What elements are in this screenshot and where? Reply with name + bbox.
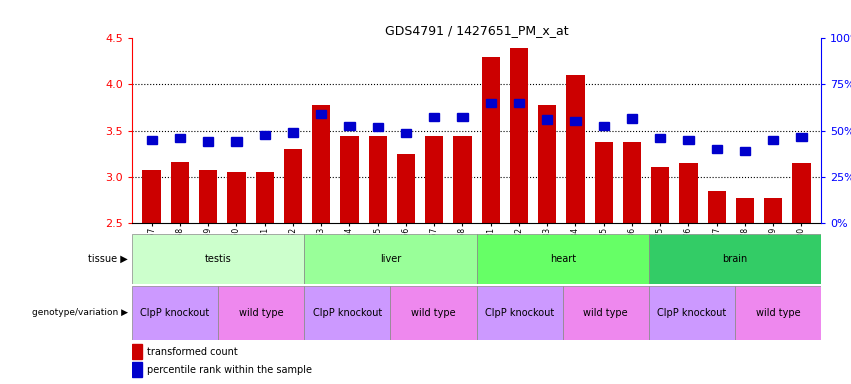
Bar	[477, 286, 563, 340]
Bar	[457, 113, 467, 121]
Bar	[764, 198, 782, 223]
Bar	[563, 286, 649, 340]
Bar	[425, 136, 443, 223]
Text: testis: testis	[205, 254, 231, 264]
Bar	[648, 286, 735, 340]
Bar	[132, 344, 142, 359]
Bar	[401, 129, 411, 137]
Bar	[482, 57, 500, 223]
Bar	[651, 167, 670, 223]
Bar	[683, 136, 694, 144]
Bar	[255, 172, 274, 223]
Bar	[132, 362, 142, 377]
Bar	[218, 286, 304, 340]
Text: ClpP knockout: ClpP knockout	[485, 308, 554, 318]
Text: ClpP knockout: ClpP knockout	[140, 308, 209, 318]
Bar	[146, 136, 157, 144]
Bar	[340, 136, 358, 223]
Bar	[740, 147, 750, 155]
Text: percentile rank within the sample: percentile rank within the sample	[147, 365, 312, 375]
Bar	[570, 117, 580, 126]
Bar	[304, 234, 477, 284]
Bar	[316, 110, 326, 118]
Bar	[283, 149, 302, 223]
Bar	[542, 115, 552, 124]
Bar	[792, 163, 811, 223]
Bar	[735, 286, 821, 340]
Bar	[510, 48, 528, 223]
Bar	[627, 114, 637, 123]
Bar	[171, 162, 189, 223]
Bar	[768, 136, 779, 144]
Text: genotype/variation ▶: genotype/variation ▶	[31, 308, 128, 318]
Bar	[477, 234, 648, 284]
Bar	[623, 142, 641, 223]
Text: heart: heart	[550, 254, 576, 264]
Bar	[486, 99, 496, 107]
Bar	[429, 113, 439, 121]
Text: ClpP knockout: ClpP knockout	[657, 308, 727, 318]
Bar	[514, 99, 524, 107]
Bar	[199, 170, 217, 223]
Bar	[345, 122, 355, 130]
Bar	[454, 136, 471, 223]
Bar	[648, 234, 821, 284]
Text: wild type: wild type	[756, 308, 801, 318]
Bar	[566, 75, 585, 223]
Bar	[373, 123, 383, 131]
Bar	[174, 134, 185, 142]
Bar	[538, 105, 557, 223]
Bar	[797, 133, 807, 141]
Text: liver: liver	[380, 254, 401, 264]
Bar	[391, 286, 477, 340]
Bar	[598, 122, 608, 130]
Bar	[227, 172, 246, 223]
Bar	[312, 105, 330, 223]
Bar	[203, 137, 214, 146]
Bar	[736, 198, 754, 223]
Bar	[132, 234, 304, 284]
Text: wild type: wild type	[584, 308, 628, 318]
Bar	[288, 128, 298, 137]
Bar	[679, 163, 698, 223]
Bar	[260, 131, 270, 139]
Bar	[711, 145, 722, 153]
Text: tissue ▶: tissue ▶	[88, 254, 128, 264]
Bar	[707, 191, 726, 223]
Text: wild type: wild type	[411, 308, 456, 318]
Text: transformed count: transformed count	[147, 347, 237, 357]
Bar	[231, 137, 242, 146]
Bar	[397, 154, 415, 223]
Bar	[132, 286, 218, 340]
Text: wild type: wild type	[239, 308, 283, 318]
Bar	[142, 170, 161, 223]
Bar	[655, 134, 665, 142]
Bar	[368, 136, 387, 223]
Bar	[304, 286, 391, 340]
Text: ClpP knockout: ClpP knockout	[312, 308, 382, 318]
Title: GDS4791 / 1427651_PM_x_at: GDS4791 / 1427651_PM_x_at	[385, 24, 568, 37]
Text: brain: brain	[722, 254, 748, 264]
Bar	[595, 142, 613, 223]
